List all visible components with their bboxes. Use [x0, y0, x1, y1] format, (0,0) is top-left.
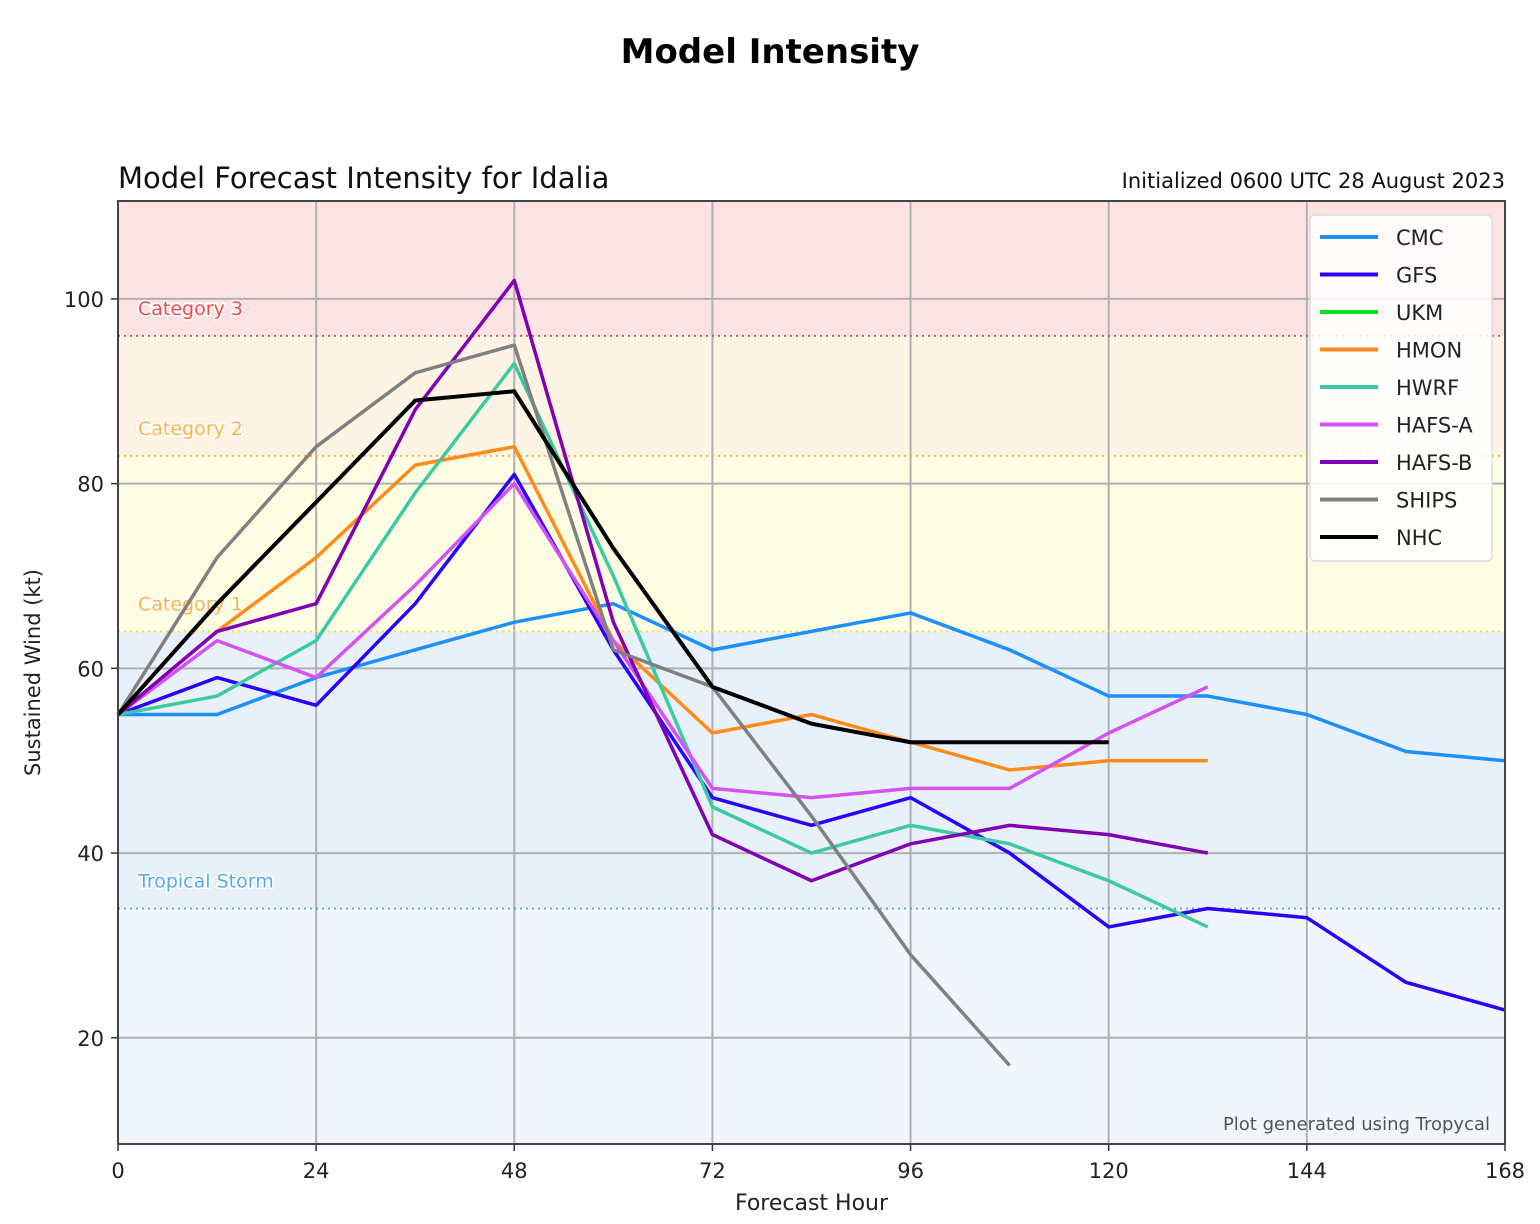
y-tick-label: 100 — [64, 288, 104, 312]
threshold-label: Category 1 — [138, 593, 243, 615]
x-tick-label: 144 — [1287, 1159, 1327, 1183]
x-tick-label: 96 — [897, 1159, 924, 1183]
threshold-label: Category 3 — [138, 298, 243, 320]
x-tick-label: 24 — [303, 1159, 330, 1183]
legend-label: GFS — [1396, 264, 1437, 288]
x-tick-label: 48 — [501, 1159, 528, 1183]
y-axis-label: Sustained Wind (kt) — [21, 569, 45, 776]
plot-frame — [117, 200, 1506, 1145]
y-tick-label: 80 — [77, 473, 104, 497]
legend-label: UKM — [1396, 301, 1443, 325]
legend-label: SHIPS — [1396, 489, 1457, 513]
series-line-hafs-a — [116, 481, 1209, 800]
legend-label: HMON — [1396, 339, 1462, 363]
intensity-band — [118, 455, 1505, 632]
footer-credit: Plot generated using Tropycal — [1223, 1114, 1490, 1135]
threshold-label: Category 2 — [138, 418, 243, 440]
y-tick-label: 60 — [77, 657, 104, 681]
x-tick-label: 168 — [1485, 1159, 1525, 1183]
page-title: Model Intensity — [620, 32, 920, 72]
chart-title: Model Forecast Intensity for Idalia — [118, 161, 609, 195]
series-line-hwrf — [117, 361, 1209, 929]
legend-label: HWRF — [1396, 376, 1459, 400]
x-tick-label: 72 — [699, 1159, 726, 1183]
series-line-nhc — [116, 389, 1109, 745]
legend-label: CMC — [1396, 226, 1443, 250]
series-line-gfs — [117, 472, 1506, 1012]
legend-label: HAFS-A — [1396, 414, 1473, 438]
legend-label: NHC — [1396, 526, 1442, 550]
intensity-band — [118, 201, 1505, 336]
legend — [1309, 214, 1493, 562]
y-tick-label: 20 — [77, 1027, 104, 1051]
series-line-ships — [116, 343, 1011, 1067]
intensity-band — [118, 631, 1505, 909]
x-tick-label: 0 — [111, 1159, 124, 1183]
intensity-band — [118, 335, 1505, 456]
series-line-hmon — [116, 444, 1208, 772]
x-tick-label: 120 — [1089, 1159, 1129, 1183]
series-line-cmc — [118, 601, 1506, 763]
initialized-label: Initialized 0600 UTC 28 August 2023 — [1122, 169, 1505, 193]
series-line-hafs-b — [116, 278, 1209, 883]
legend-label: HAFS-B — [1396, 451, 1472, 475]
y-tick-label: 40 — [77, 842, 104, 866]
intensity-band — [118, 908, 1505, 1144]
threshold-label: Tropical Storm — [137, 870, 274, 892]
x-axis-label: Forecast Hour — [735, 1191, 889, 1216]
